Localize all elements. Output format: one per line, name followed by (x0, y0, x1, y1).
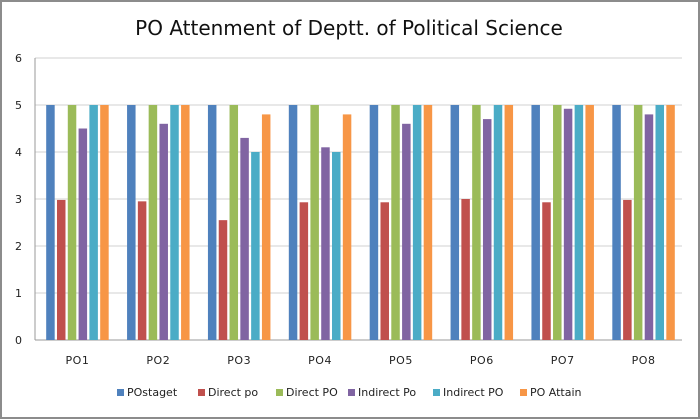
x-tick-label: PO4 (308, 354, 332, 367)
x-tick-label: PO2 (146, 354, 170, 367)
bar (666, 105, 675, 340)
y-tick-label: 1 (15, 287, 22, 300)
legend-label: POstaget (127, 386, 178, 399)
bar (542, 202, 551, 340)
x-axis-ticks: PO1 PO2 PO3 PO4 PO5 PO6 PO7 PO8 (66, 354, 656, 367)
y-tick-label: 5 (15, 99, 22, 112)
legend-swatch (348, 389, 355, 396)
legend-label: Direct PO (286, 386, 338, 399)
legend-swatch (276, 389, 283, 396)
bar (450, 105, 460, 340)
bar (89, 105, 98, 340)
x-tick-label: PO5 (389, 354, 413, 367)
x-tick-label: PO8 (632, 354, 656, 367)
bar (299, 202, 309, 340)
legend-swatch (520, 389, 527, 396)
y-axis-ticks: 0 1 2 3 4 5 6 (15, 52, 22, 347)
bar (574, 105, 584, 340)
y-tick-label: 4 (15, 146, 22, 159)
bars (46, 105, 675, 341)
bar (288, 105, 298, 340)
x-tick-label: PO1 (66, 354, 90, 367)
bar (56, 199, 66, 340)
legend-label: Direct po (208, 386, 258, 399)
bar (218, 220, 228, 340)
x-tick-label: PO7 (551, 354, 575, 367)
bar (137, 201, 147, 340)
legend-swatch (433, 389, 440, 396)
bar (229, 105, 239, 340)
bar (369, 105, 379, 340)
bar (251, 152, 260, 340)
bar (67, 105, 77, 340)
bar (612, 105, 621, 340)
bar (585, 105, 594, 340)
bar (655, 105, 665, 340)
legend-swatch (198, 389, 205, 396)
bar (623, 199, 632, 340)
bar (342, 114, 352, 341)
y-tick-label: 2 (15, 240, 22, 253)
bar (553, 105, 562, 340)
bar (493, 105, 503, 340)
bar (380, 202, 389, 340)
bar (170, 105, 179, 340)
legend-swatch (117, 389, 124, 396)
bar (504, 105, 514, 340)
bar (633, 105, 643, 340)
bar (148, 105, 158, 340)
bar (412, 105, 422, 340)
bar (181, 105, 190, 340)
bar (207, 105, 217, 340)
bar (240, 137, 249, 340)
legend-label: PO Attain (530, 386, 582, 399)
bar (46, 105, 55, 340)
bar (261, 114, 271, 341)
y-tick-label: 3 (15, 193, 22, 206)
bar (423, 105, 433, 340)
legend-label: Indirect PO (443, 386, 504, 399)
bar (461, 199, 470, 340)
bar (100, 105, 109, 340)
bar (310, 105, 319, 340)
chart-title: PO Attenment of Deptt. of Political Scie… (135, 16, 563, 40)
legend: POstaget Direct po Direct PO Indirect Po Ind… (117, 386, 582, 399)
bar (563, 108, 573, 340)
bar (332, 152, 341, 340)
x-tick-label: PO6 (470, 354, 494, 367)
bar (321, 147, 330, 340)
bar (472, 105, 481, 340)
bar (482, 119, 492, 340)
y-tick-label: 0 (15, 334, 22, 347)
bar (531, 105, 540, 340)
bar (644, 114, 654, 341)
bar (78, 128, 88, 340)
bar (159, 123, 168, 340)
y-tick-label: 6 (15, 52, 22, 65)
x-tick-label: PO3 (227, 354, 251, 367)
legend-label: Indirect Po (358, 386, 416, 399)
bar (402, 123, 411, 340)
bar (127, 105, 136, 340)
bar (391, 105, 400, 340)
